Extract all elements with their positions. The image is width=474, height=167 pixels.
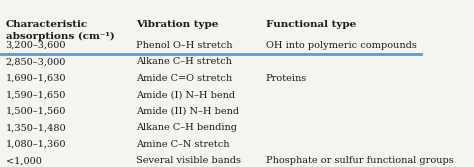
Text: Proteins: Proteins [265, 74, 307, 83]
Text: Amide (I) N–H bend: Amide (I) N–H bend [136, 90, 235, 99]
Text: Amine C–N stretch: Amine C–N stretch [136, 140, 229, 149]
Text: <1,000: <1,000 [6, 156, 41, 165]
Text: Functional type: Functional type [265, 20, 356, 29]
Text: 1,080–1,360: 1,080–1,360 [6, 140, 66, 149]
Text: 1,350–1,480: 1,350–1,480 [6, 123, 66, 132]
Text: Several visible bands: Several visible bands [136, 156, 241, 165]
Text: OH into polymeric compounds: OH into polymeric compounds [265, 41, 417, 50]
Text: Phosphate or sulfur functional groups: Phosphate or sulfur functional groups [265, 156, 453, 165]
Text: 3,200–3,600: 3,200–3,600 [6, 41, 66, 50]
Text: 1,690–1,630: 1,690–1,630 [6, 74, 66, 83]
Text: Characteristic
absorptions (cm⁻¹): Characteristic absorptions (cm⁻¹) [6, 20, 114, 41]
Text: Vibration type: Vibration type [136, 20, 218, 29]
Text: Alkane C–H stretch: Alkane C–H stretch [136, 57, 231, 66]
Text: 1,500–1,560: 1,500–1,560 [6, 107, 66, 116]
Text: 2,850–3,000: 2,850–3,000 [6, 57, 66, 66]
Text: Amide C=O stretch: Amide C=O stretch [136, 74, 232, 83]
Text: Amide (II) N–H bend: Amide (II) N–H bend [136, 107, 239, 116]
Text: 1,590–1,650: 1,590–1,650 [6, 90, 66, 99]
Text: Alkane C–H bending: Alkane C–H bending [136, 123, 237, 132]
Text: Phenol O–H stretch: Phenol O–H stretch [136, 41, 232, 50]
